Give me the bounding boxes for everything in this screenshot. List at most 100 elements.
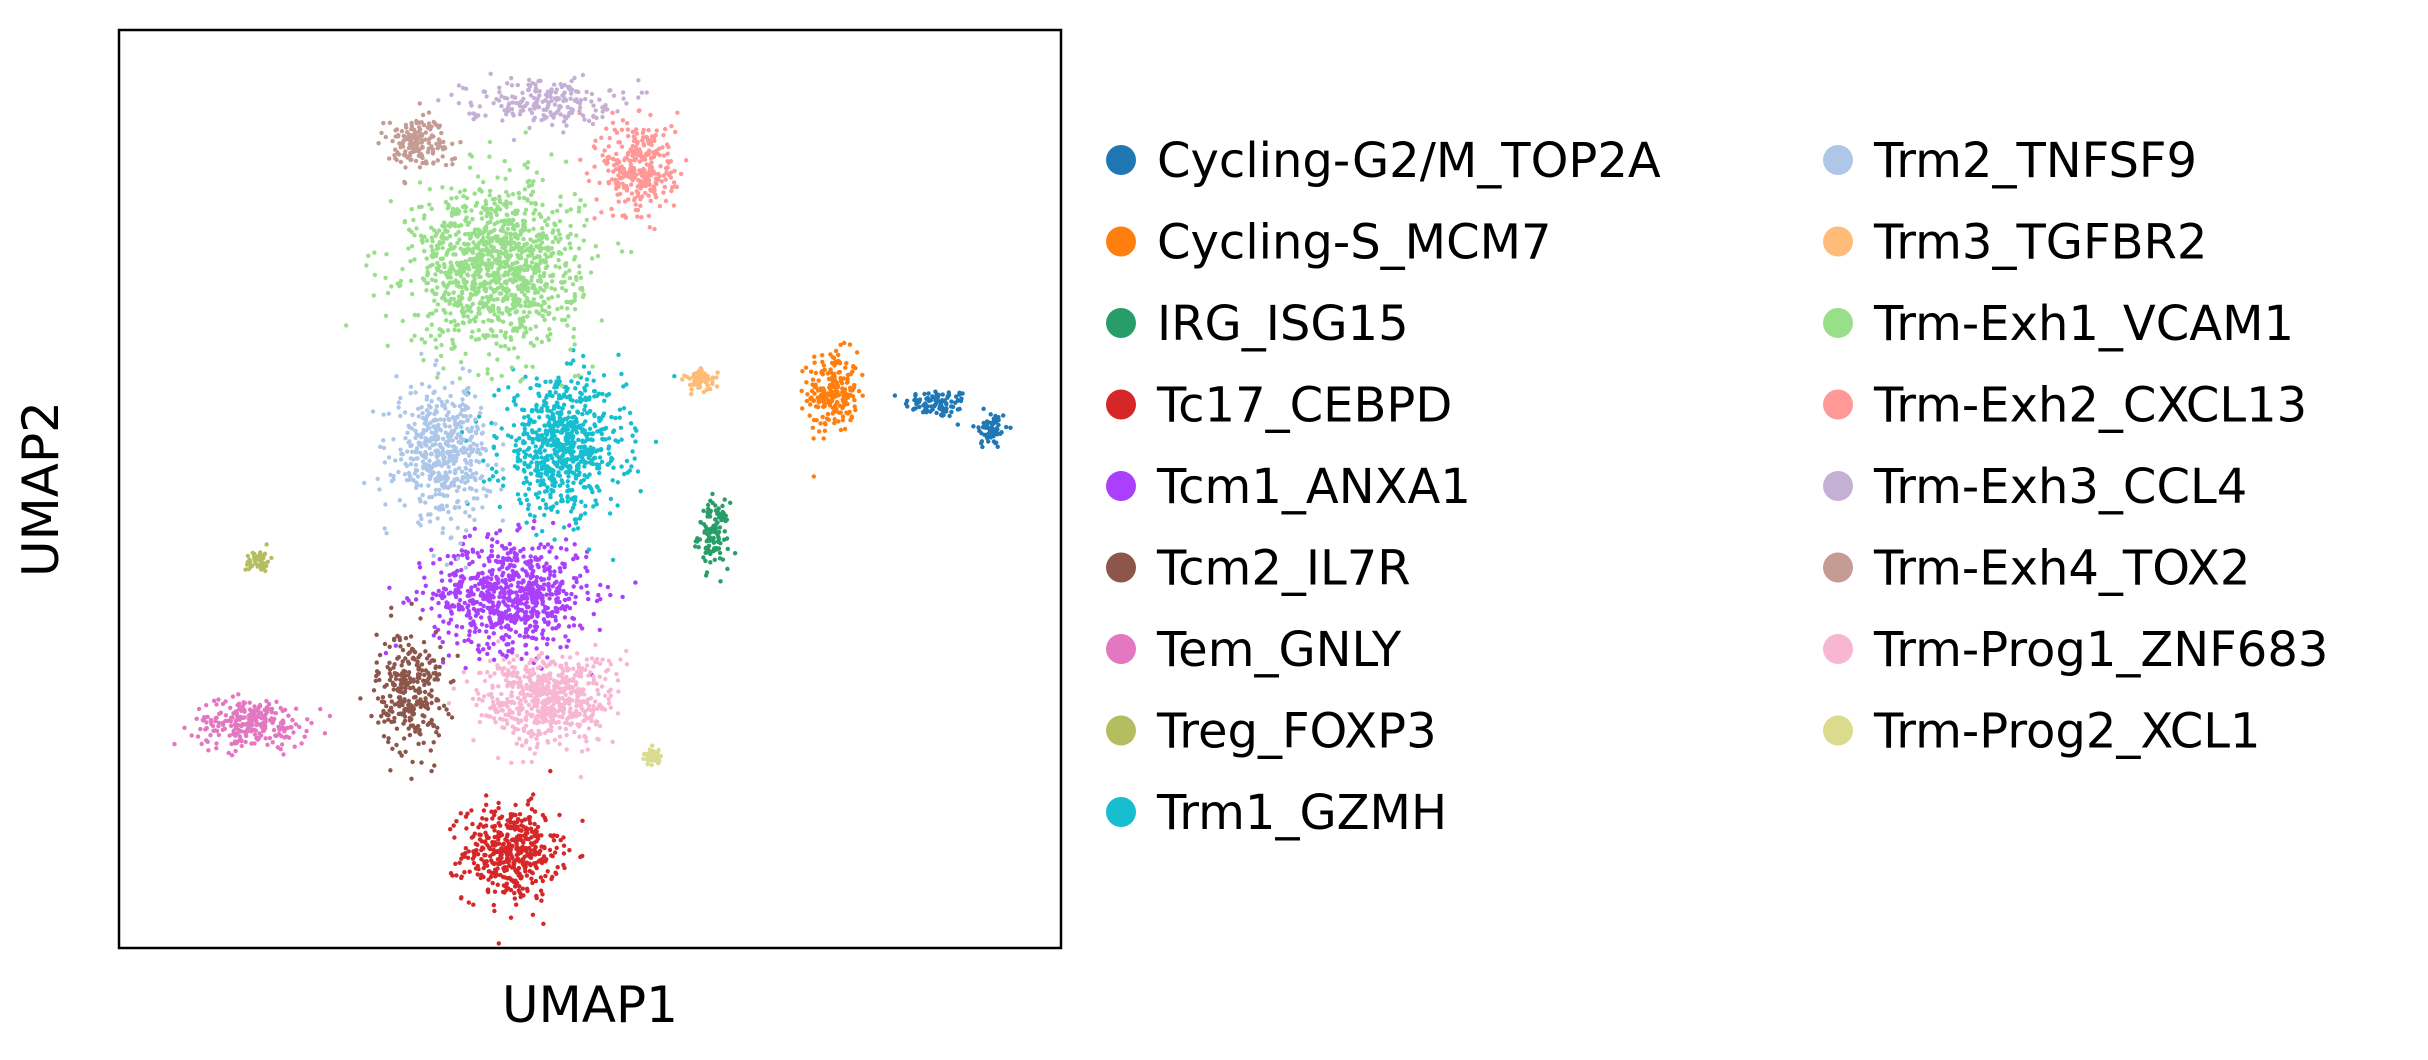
scatter-point [204, 703, 209, 708]
scatter-point [549, 152, 554, 157]
scatter-point [999, 430, 1004, 435]
scatter-point [550, 854, 555, 859]
scatter-point [463, 466, 469, 471]
scatter-point [465, 855, 471, 860]
scatter-point [564, 547, 569, 552]
scatter-point [581, 353, 586, 359]
scatter-point [410, 723, 416, 728]
scatter-point [808, 402, 813, 407]
scatter-point [518, 501, 524, 506]
scatter-point [563, 634, 568, 639]
scatter-point [511, 398, 517, 404]
scatter-point [534, 376, 539, 381]
scatter-point [540, 529, 545, 534]
scatter-point [505, 258, 510, 263]
scatter-point [229, 741, 234, 747]
scatter-point [453, 861, 458, 866]
scatter-point [511, 305, 516, 311]
scatter-point [572, 517, 578, 522]
scatter-point [411, 655, 416, 660]
scatter-point [502, 595, 507, 600]
scatter-point [516, 302, 521, 307]
scatter-point [652, 226, 657, 232]
scatter-point [472, 629, 478, 634]
scatter-point [533, 492, 539, 497]
scatter-point [434, 251, 439, 256]
scatter-point [521, 334, 526, 339]
scatter-point [576, 209, 582, 214]
scatter-point [273, 711, 278, 716]
scatter-point [711, 535, 716, 541]
scatter-point [450, 458, 455, 463]
scatter-point [429, 688, 434, 693]
scatter-point [820, 414, 825, 420]
scatter-point [485, 641, 490, 647]
scatter-point [470, 250, 476, 255]
scatter-point [578, 854, 583, 860]
scatter-point [240, 704, 246, 709]
scatter-point [473, 429, 479, 434]
scatter-point [278, 720, 284, 726]
scatter-point [434, 454, 439, 460]
scatter-point [821, 436, 826, 441]
scatter-point [486, 645, 492, 650]
scatter-point [586, 596, 591, 602]
scatter-point [498, 872, 503, 878]
scatter-point [533, 878, 539, 884]
scatter-point [465, 405, 471, 411]
scatter-point [403, 656, 408, 661]
scatter-point [490, 303, 495, 309]
scatter-point [469, 585, 474, 590]
scatter-point [418, 450, 423, 455]
scatter-point [577, 264, 582, 269]
scatter-point [375, 476, 380, 482]
scatter-point [482, 563, 487, 568]
scatter-point [487, 869, 492, 874]
scatter-point [556, 590, 562, 595]
scatter-point [406, 470, 412, 476]
scatter-point [512, 210, 517, 215]
scatter-point [518, 232, 523, 237]
scatter-point [583, 397, 589, 403]
scatter-point [444, 318, 449, 323]
scatter-point [457, 597, 463, 603]
scatter-point [571, 326, 577, 332]
scatter-point [523, 374, 528, 379]
scatter-point [481, 603, 486, 609]
scatter-point [222, 726, 227, 731]
scatter-point [404, 463, 410, 469]
scatter-point [570, 429, 575, 434]
scatter-point [541, 921, 546, 926]
scatter-point [852, 397, 857, 403]
scatter-point [386, 739, 391, 745]
scatter-point [508, 627, 513, 632]
scatter-point [571, 358, 576, 363]
scatter-point [500, 652, 505, 657]
scatter-point [597, 470, 602, 476]
scatter-point [513, 883, 519, 888]
scatter-point [506, 607, 512, 612]
scatter-point [593, 244, 598, 249]
scatter-point [543, 259, 549, 264]
scatter-point [532, 840, 537, 845]
scatter-point [625, 152, 631, 157]
scatter-point [495, 882, 500, 887]
scatter-point [550, 488, 555, 493]
scatter-point [455, 641, 460, 646]
scatter-point [565, 499, 570, 504]
scatter-point [832, 420, 837, 426]
scatter-point [513, 244, 519, 249]
scatter-point [558, 236, 563, 241]
scatter-point [490, 880, 495, 886]
scatter-point [570, 615, 575, 621]
scatter-point [421, 358, 426, 363]
scatter-point [466, 608, 471, 614]
scatter-point [556, 375, 561, 380]
scatter-point [521, 222, 526, 228]
scatter-point [821, 404, 826, 409]
scatter-point [458, 811, 463, 816]
scatter-point [597, 180, 602, 185]
scatter-point [579, 479, 584, 484]
scatter-point [527, 512, 533, 517]
scatter-point [638, 489, 643, 494]
